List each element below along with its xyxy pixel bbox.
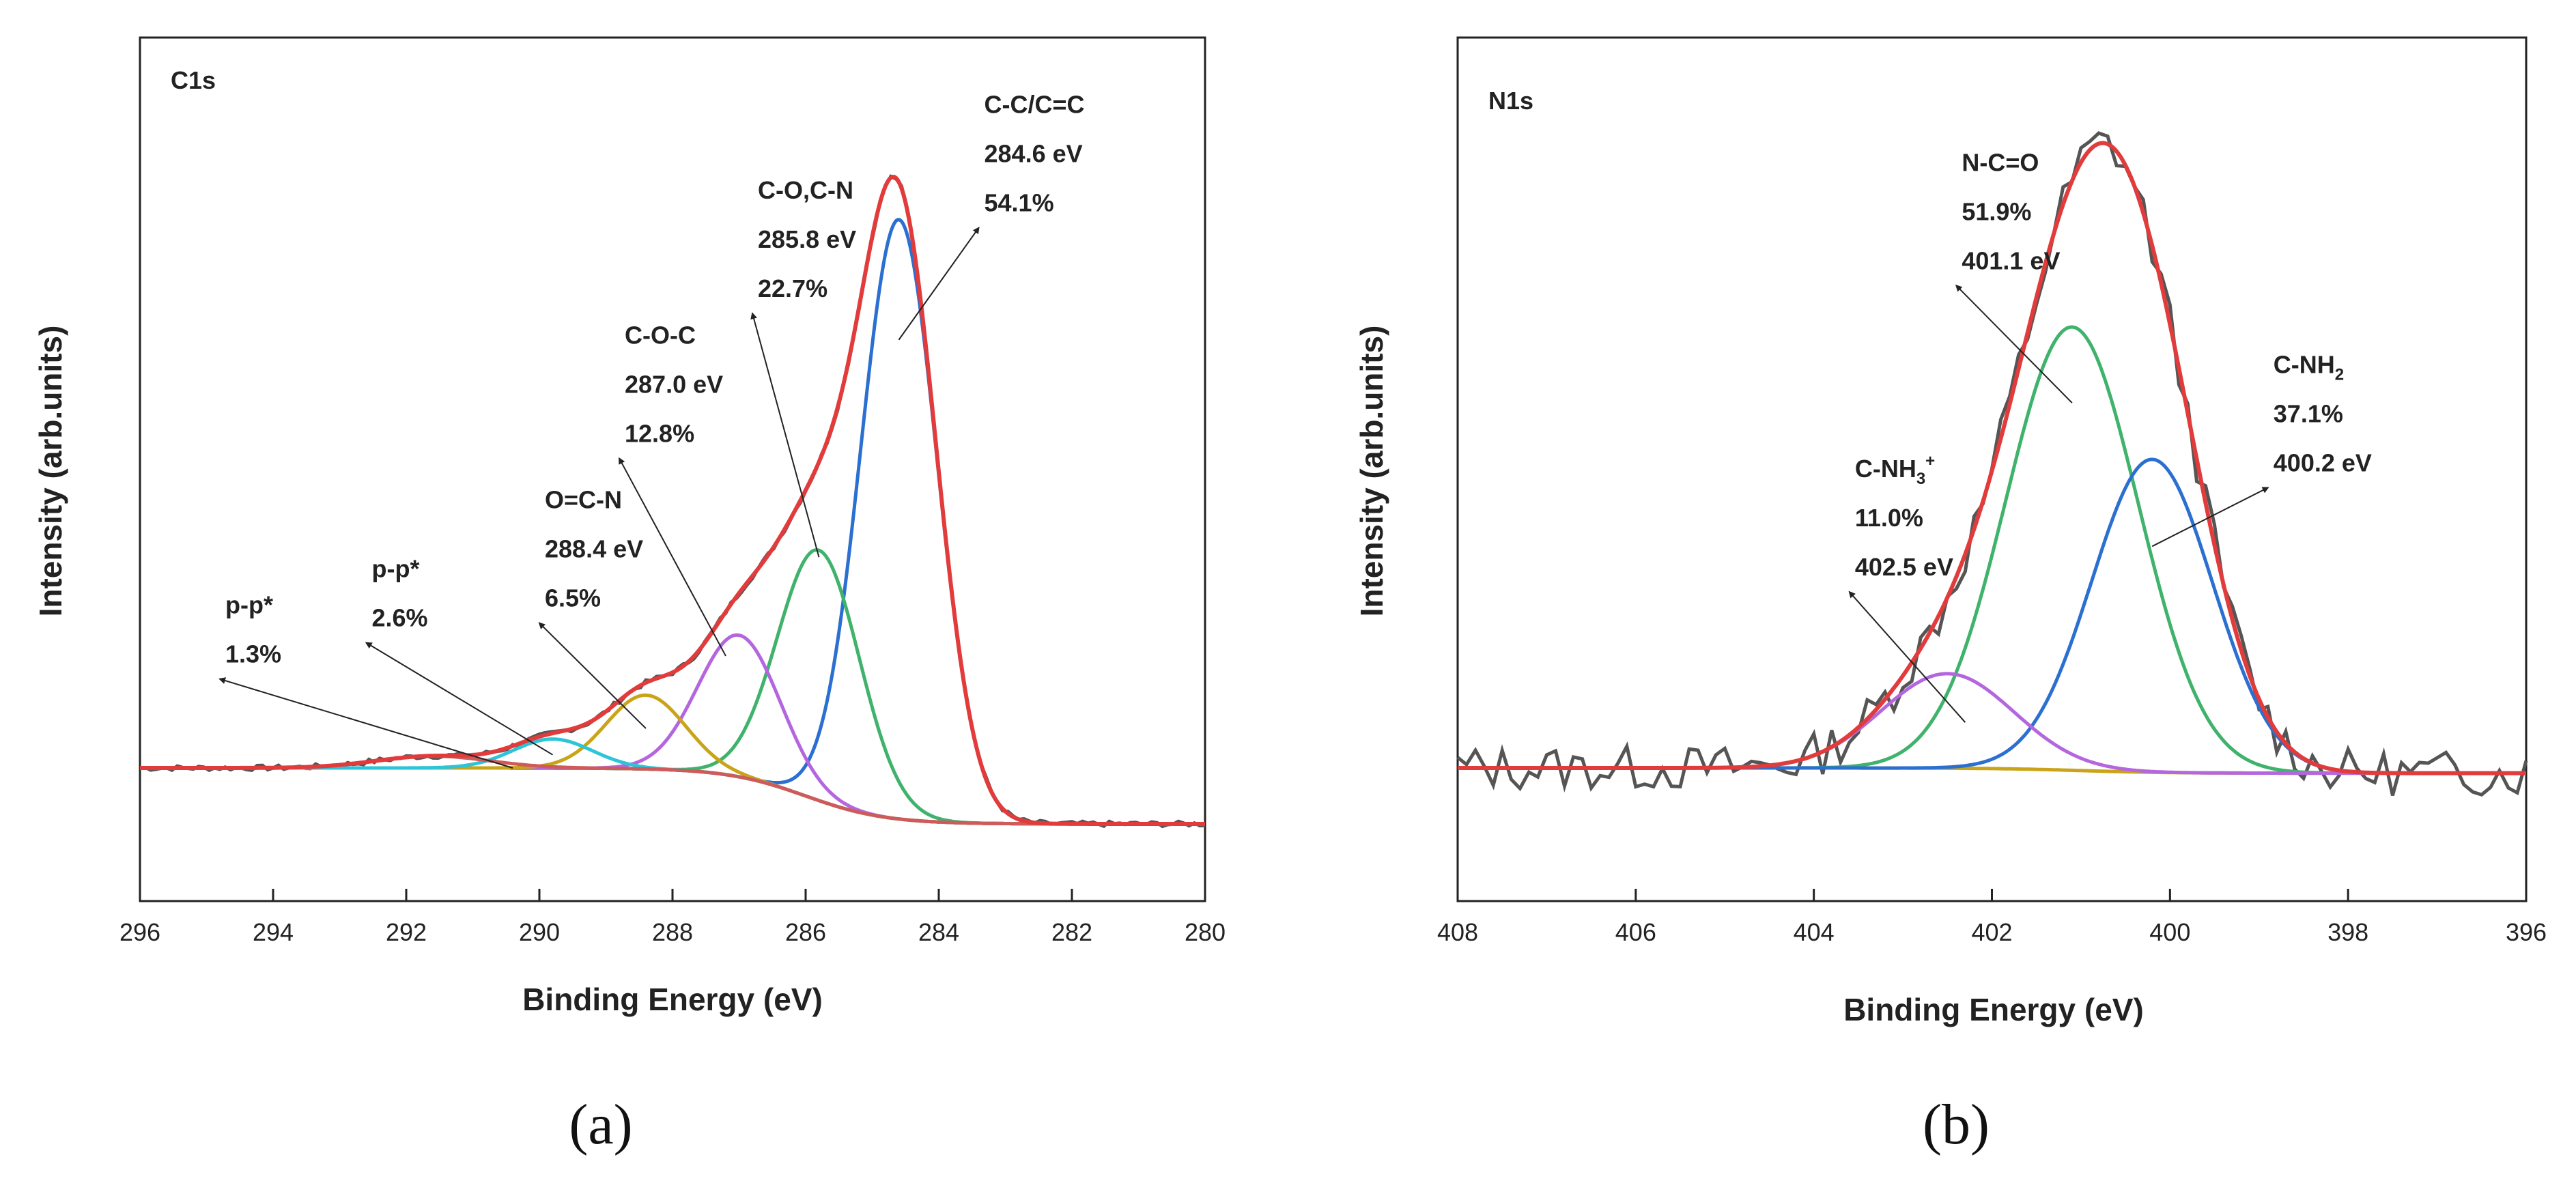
chart-title-b: N1s	[1488, 87, 1533, 115]
fit-envelope	[1458, 141, 2526, 775]
annotations-a: C-C/C=C 284.6 eV 54.1% C-O,C-N 285.8 eV 22.7%…	[218, 91, 1085, 769]
annotation-text: 400.2 eV	[2274, 448, 2372, 476]
annotation-arrow	[898, 227, 980, 341]
annotation-text: 402.5 eV	[1855, 553, 1953, 581]
annotation-text: 22.7%	[758, 274, 827, 302]
x-axis-ticks-a: 296 294 292 290 288 286 284 282 280	[119, 889, 1226, 946]
annotation-arrow	[218, 677, 513, 769]
annotation-text: 11.0%	[1855, 504, 1923, 532]
annotation-text: 6.5%	[545, 584, 601, 612]
annotation-arrow	[538, 622, 647, 729]
curves-b	[1456, 131, 2528, 797]
annotation-text: C-NH2	[2274, 350, 2344, 384]
x-tick-label: 292	[386, 918, 427, 946]
annotations-b: N-C=O 51.9% 401.1 eV C-NH2 37.1% 400.2 eV C-NH…	[1848, 148, 2372, 723]
x-tick-label: 284	[918, 918, 959, 946]
annotation-arrow	[619, 457, 726, 657]
annotation-text: 1.3%	[225, 640, 281, 668]
y-axis-label-b: Intensity (arb.units)	[1354, 326, 1389, 617]
fit-component-n-c-o	[1458, 325, 2526, 775]
annotation-text: 284.6 eV	[985, 140, 1083, 168]
x-tick-label: 282	[1051, 918, 1092, 946]
annotation-text: 2.6%	[372, 604, 428, 632]
annotation-text: N-C=O	[1962, 148, 2039, 176]
annotation-arrow	[1955, 284, 2073, 403]
panel-label-a: (a)	[569, 1093, 632, 1156]
annotation-text: 285.8 eV	[758, 225, 856, 253]
fit-component-p-p-2-6-	[140, 737, 1205, 826]
curves-a	[139, 174, 1206, 829]
annotation-text: C-C/C=C	[985, 91, 1085, 119]
annotation-text: 54.1%	[985, 189, 1054, 217]
annotation-text: 37.1%	[2274, 399, 2343, 427]
fit-component-c-o-c	[140, 633, 1205, 826]
x-tick-label: 400	[2149, 918, 2190, 946]
x-tick-label: 294	[253, 918, 294, 946]
fit-component-c-o-c-n	[140, 547, 1205, 826]
annotation-arrow	[750, 312, 820, 558]
x-tick-label: 286	[785, 918, 826, 946]
annotation-text: p-p*	[372, 555, 420, 583]
x-axis-label-a: Binding Energy (eV)	[522, 982, 823, 1017]
background-line	[140, 766, 1205, 826]
annotation-text: C-O,C-N	[758, 176, 853, 204]
panel-n1s: N1s Binding Energy (eV) Intensity (arb.u…	[1354, 36, 2547, 1156]
annotation-text: 288.4 eV	[545, 535, 643, 563]
x-tick-label: 406	[1615, 918, 1656, 946]
annotation-text: 287.0 eV	[625, 370, 723, 398]
fit-component-o-c-n	[140, 693, 1205, 826]
fit-envelope	[140, 174, 1205, 826]
x-tick-label: 408	[1437, 918, 1478, 946]
x-tick-label: 396	[2506, 918, 2547, 946]
x-axis-ticks-b: 408 406 404 402 400 398 396	[1437, 889, 2547, 946]
panel-label-b: (b)	[1923, 1093, 1990, 1156]
x-tick-label: 398	[2327, 918, 2368, 946]
annotation-text: C-NH3+	[1855, 452, 1935, 488]
annotation-text: p-p*	[225, 591, 273, 619]
x-tick-label: 290	[519, 918, 560, 946]
annotation-text: 12.8%	[625, 419, 694, 447]
panel-c1s: C1s Binding Energy (eV) Intensity (arb.u…	[33, 36, 1226, 1156]
raw-data-line	[139, 174, 1206, 829]
annotation-arrow	[2151, 487, 2269, 547]
x-tick-label: 404	[1794, 918, 1835, 946]
annotation-text: O=C-N	[545, 486, 622, 514]
chart-title-a: C1s	[171, 66, 216, 94]
annotation-text: 51.9%	[1962, 197, 2031, 225]
x-tick-label: 402	[1971, 918, 2012, 946]
y-axis-label-a: Intensity (arb.units)	[33, 326, 68, 617]
annotation-text: C-O-C	[625, 321, 696, 349]
x-tick-label: 296	[119, 918, 160, 946]
annotation-arrow	[365, 642, 554, 756]
annotation-arrow	[1848, 590, 1966, 723]
fit-component-c-nh2	[1458, 457, 2526, 775]
x-tick-label: 288	[652, 918, 693, 946]
x-tick-label: 280	[1185, 918, 1226, 946]
x-axis-label-b: Binding Energy (eV)	[1843, 992, 2144, 1027]
annotation-text: 401.1 eV	[1962, 246, 2060, 274]
